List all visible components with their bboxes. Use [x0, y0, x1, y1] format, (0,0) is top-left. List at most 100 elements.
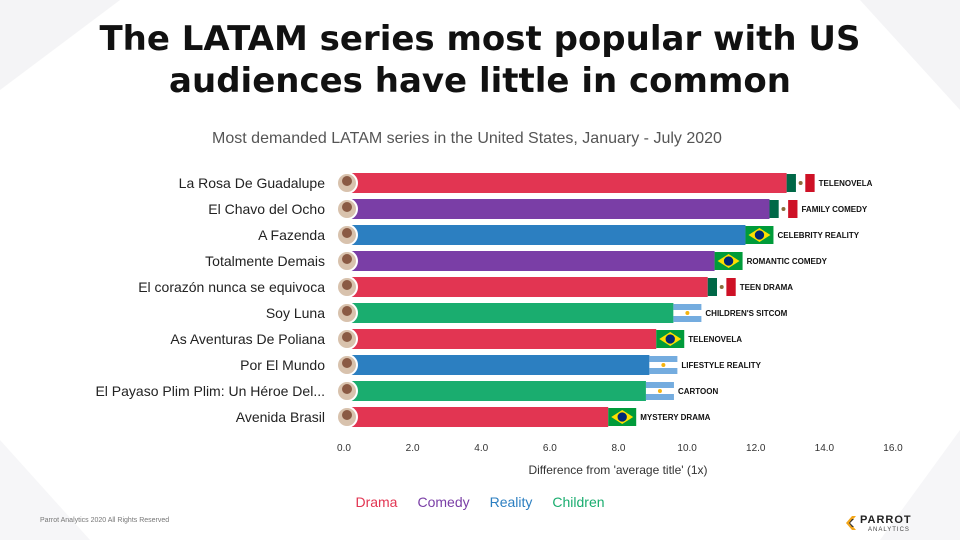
avatar-face: [342, 280, 352, 290]
avatar-face: [342, 254, 352, 264]
flag-icon: [786, 174, 815, 192]
bar: [344, 329, 657, 349]
flag-icon: [745, 226, 774, 244]
bar: [344, 277, 708, 297]
flag-sun: [661, 363, 666, 367]
genre-tag: MYSTERY DRAMA: [640, 413, 710, 422]
bar-row: Totalmente Demais ROMANTIC COMEDY: [205, 250, 828, 272]
bar-row: A Fazenda CELEBRITY REALITY: [258, 224, 860, 246]
avatar-face: [342, 332, 352, 342]
x-tick-label: 6.0: [543, 443, 557, 454]
flag-stripe: [726, 278, 736, 296]
avatar: [336, 276, 358, 298]
bar-label: Totalmente Demais: [205, 253, 325, 269]
legend-item: Drama: [355, 494, 398, 510]
bar-label: El Chavo del Ocho: [208, 201, 325, 217]
bar-row: Por El Mundo LIFESTYLE REALITY: [240, 354, 762, 376]
x-tick-label: 12.0: [746, 443, 766, 454]
bar: [344, 173, 787, 193]
flag-stripe: [769, 200, 779, 218]
flag-icon: [645, 382, 674, 400]
flag-stripe: [645, 394, 674, 400]
x-axis-title: Difference from 'average title' (1x): [528, 463, 707, 477]
avatar-face: [342, 228, 352, 238]
chart-subtitle: Most demanded LATAM series in the United…: [212, 130, 722, 147]
avatar-face: [342, 410, 352, 420]
flag-sun: [657, 389, 662, 393]
flag-stripe: [673, 316, 702, 322]
flag-stripe: [649, 368, 678, 374]
bar-label: Avenida Brasil: [236, 409, 325, 425]
avatar-face: [342, 176, 352, 186]
genre-tag: CELEBRITY REALITY: [777, 231, 859, 240]
flag-icon: [714, 252, 743, 270]
legend-item: Comedy: [417, 494, 470, 510]
bar: [344, 407, 609, 427]
footer-copyright: Parrot Analytics 2020 All Rights Reserve…: [40, 517, 170, 524]
bar-label: As Aventuras De Poliana: [170, 331, 325, 347]
avatar-face: [342, 358, 352, 368]
flag-stripe: [788, 200, 798, 218]
bar-label: A Fazenda: [258, 227, 325, 243]
genre-tag: CARTOON: [678, 387, 719, 396]
flag-emblem: [719, 285, 724, 289]
genre-tag: LIFESTYLE REALITY: [681, 361, 761, 370]
parrot-logo-icon: [846, 516, 856, 530]
bar-row: El corazón nunca se equivoca TEEN DRAMA: [138, 276, 794, 298]
flag-icon: [769, 200, 798, 218]
flag-icon: [608, 408, 637, 426]
bar: [344, 303, 674, 323]
flag-stripe: [805, 174, 815, 192]
avatar-face: [342, 202, 352, 212]
bar-row: As Aventuras De Poliana TELENOVELA: [170, 328, 742, 350]
bar-chart: La Rosa De Guadalupe TELENOVELA El Chavo d…: [95, 172, 903, 477]
avatar: [336, 328, 358, 350]
avatar: [336, 380, 358, 402]
flag-globe: [723, 256, 734, 266]
parrot-logo: PARROT ANALYTICS: [846, 512, 926, 536]
logo-name: PARROT: [860, 514, 912, 526]
flag-stripe: [786, 174, 796, 192]
flag-sun: [685, 311, 690, 315]
bar-label: Por El Mundo: [240, 357, 325, 373]
flag-stripe: [645, 382, 674, 388]
flag-stripe: [649, 356, 678, 362]
avatar: [336, 406, 358, 428]
genre-tag: FAMILY COMEDY: [801, 205, 867, 214]
x-tick-label: 10.0: [677, 443, 697, 454]
avatar: [336, 198, 358, 220]
bar-label: Soy Luna: [266, 305, 325, 321]
chart-title: The LATAM series most popular with US au…: [99, 19, 861, 101]
bar-label: El corazón nunca se equivoca: [138, 279, 325, 295]
genre-tag: CHILDREN'S SITCOM: [705, 309, 787, 318]
flag-icon: [707, 278, 736, 296]
bar-row: Soy Luna CHILDREN'S SITCOM: [266, 302, 788, 324]
avatar-face: [342, 306, 352, 316]
flag-emblem: [781, 207, 786, 211]
genre-tag: TELENOVELA: [819, 179, 873, 188]
flag-globe: [665, 334, 675, 344]
flag-icon: [649, 356, 678, 374]
flag-icon: [656, 330, 685, 348]
flag-icon: [673, 304, 702, 322]
bar: [344, 355, 650, 375]
bar-row: El Payaso Plim Plim: Un Héroe Del... CART…: [95, 380, 719, 402]
avatar: [336, 224, 358, 246]
avatar: [336, 302, 358, 324]
x-tick-label: 4.0: [474, 443, 488, 454]
genre-tag: ROMANTIC COMEDY: [747, 257, 828, 266]
logo-subtitle: ANALYTICS: [868, 527, 910, 533]
legend-item: Children: [552, 494, 605, 510]
bar: [344, 199, 770, 219]
flag-stripe: [673, 304, 702, 310]
bar-label: La Rosa De Guadalupe: [179, 175, 326, 191]
bar-row: La Rosa De Guadalupe TELENOVELA: [179, 172, 873, 194]
bar-row: El Chavo del Ocho FAMILY COMEDY: [208, 198, 868, 220]
avatar: [336, 250, 358, 272]
avatar: [336, 354, 358, 376]
flag-emblem: [798, 181, 803, 185]
genre-tag: TEEN DRAMA: [740, 283, 794, 292]
x-tick-label: 2.0: [406, 443, 420, 454]
x-tick-label: 8.0: [612, 443, 626, 454]
avatar-face: [342, 384, 352, 394]
